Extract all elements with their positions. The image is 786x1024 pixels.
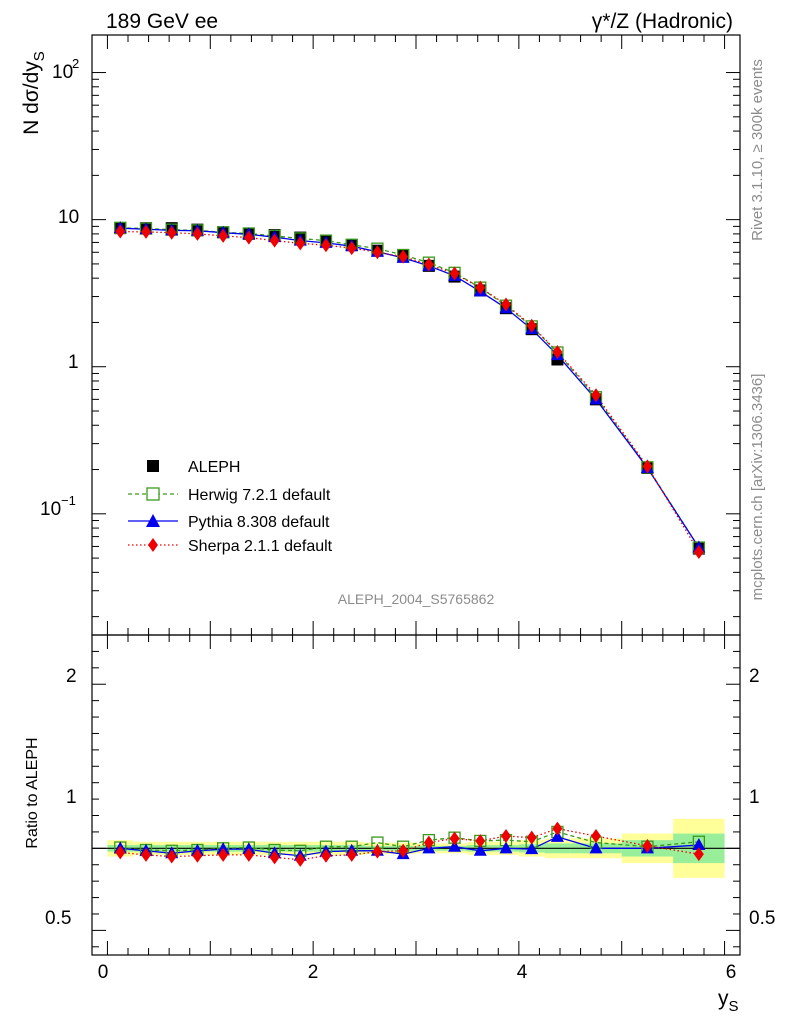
ratio-point-sherpa: [372, 844, 383, 859]
x-tick-label-6: 6: [726, 962, 737, 983]
ratio-point-sherpa: [141, 847, 151, 862]
y-tick-label-0.1-exponent: −1: [61, 493, 76, 508]
ratio-plot-frame: [91, 634, 741, 956]
svg-text:N dσ/dyS: N dσ/dyS: [20, 51, 48, 135]
main-y-axis-label-subscript: S: [31, 51, 48, 61]
ratio-point-sherpa: [398, 843, 409, 858]
header-left-title: 189 GeV ee: [106, 10, 218, 33]
ratio-y-axis-label: Ratio to ALEPH: [24, 737, 41, 848]
main-point-sherpa: [166, 225, 177, 240]
main-point-sherpa: [501, 297, 511, 312]
main-point-sherpa: [423, 257, 434, 272]
x-tick-label-4: 4: [517, 962, 528, 983]
main-point-sherpa: [372, 245, 383, 260]
ratio-point-sherpa: [218, 847, 229, 862]
main-y-axis-label: N dσ/dyS: [20, 51, 48, 135]
ratio-point-sherpa: [243, 847, 254, 862]
main-point-sherpa: [346, 241, 357, 256]
ratio-point-sherpa: [591, 829, 601, 844]
ratio-point-sherpa: [642, 838, 653, 853]
ratio-point-pythia: [525, 842, 539, 855]
main-point-sherpa: [192, 226, 203, 241]
legend-marker-herwig: [146, 487, 160, 501]
mcplots-label: mcplots.cern.ch [arXiv:1306.3436]: [749, 374, 766, 601]
ratio-point-sherpa: [346, 847, 357, 862]
legend-marker-sherpa: [148, 538, 158, 552]
main-point-sherpa: [552, 344, 563, 359]
legend-label-pythia: Pythia 8.308 default: [188, 514, 330, 531]
ratio-point-sherpa: [693, 847, 704, 862]
y-tick-label-0.1-base: 10: [40, 499, 61, 520]
x-axis-label-subscript: S: [729, 998, 739, 1015]
ratio-point-pythia: [499, 841, 513, 854]
main-point-sherpa: [526, 318, 537, 333]
axis-ticks: [92, 35, 740, 955]
ratio-point-pythia: [448, 839, 462, 852]
main-point-sherpa: [449, 266, 460, 281]
legend-marker-pythia: [146, 514, 160, 527]
ratio-y-tick-label-2: 2: [66, 666, 77, 687]
legend: ALEPH Herwig 7.2.1 default Pythia 8.308 …: [128, 459, 333, 555]
header-right-title: γ*/Z (Hadronic): [592, 10, 733, 33]
ratio-point-sherpa: [166, 849, 177, 864]
ratio-point-sherpa: [423, 835, 434, 850]
ratio-point-pythia: [473, 843, 487, 856]
ratio-point-sherpa: [449, 831, 460, 846]
ratio-y-tick-label-2-right: 2: [749, 666, 760, 687]
main-point-sherpa: [295, 236, 306, 251]
main-point-sherpa: [321, 238, 331, 253]
ratio-point-sherpa: [321, 848, 331, 863]
ratio-y-tick-label-1-right: 1: [749, 787, 760, 808]
ratio-point-sherpa: [269, 850, 280, 865]
main-point-sherpa: [475, 280, 486, 295]
x-tick-label-0: 0: [98, 962, 109, 983]
main-point-sherpa: [218, 228, 229, 243]
ratio-y-tick-label-0.5-right: 0.5: [749, 908, 775, 929]
ratio-line-sherpa: [120, 827, 699, 861]
y-tick-label-1: 1: [68, 352, 79, 373]
main-point-sherpa: [269, 233, 280, 248]
ratio-line-herwig: [120, 831, 699, 852]
ratio-point-pythia: [589, 841, 603, 854]
main-point-sherpa: [115, 224, 126, 239]
ratio-point-pythia: [550, 829, 564, 842]
y-tick-label-10: 10: [58, 207, 79, 228]
main-point-sherpa: [243, 230, 254, 245]
main-point-sherpa: [693, 545, 704, 560]
main-line-sherpa: [120, 230, 700, 553]
ratio-point-sherpa: [552, 821, 563, 836]
ratio-point-sherpa: [501, 829, 511, 844]
analysis-watermark: ALEPH_2004_S5765862: [338, 591, 495, 607]
ratio-y-tick-label-1: 1: [66, 787, 77, 808]
ratio-point-sherpa: [475, 833, 486, 848]
main-plot-series: [113, 221, 706, 560]
ratio-point-sherpa: [526, 830, 537, 845]
ratio-plot-series: [113, 821, 706, 867]
y-tick-label-100-base: 10: [52, 62, 73, 83]
ratio-point-sherpa: [192, 848, 203, 863]
x-tick-label-2: 2: [308, 962, 319, 983]
legend-label-herwig: Herwig 7.2.1 default: [188, 487, 331, 504]
ratio-point-pythia: [692, 838, 706, 851]
main-point-sherpa: [398, 249, 409, 264]
y-tick-label-100-exponent: 2: [72, 56, 79, 71]
legend-marker-aleph: [147, 460, 159, 472]
x-axis-label: yS: [718, 987, 739, 1015]
ratio-point-sherpa: [115, 845, 126, 860]
ratio-y-tick-label-0.5: 0.5: [45, 908, 71, 929]
main-y-axis-label-text: N dσ/dy: [20, 61, 43, 135]
main-point-sherpa: [642, 459, 653, 474]
legend-label-aleph: ALEPH: [188, 459, 240, 476]
ratio-point-sherpa: [295, 852, 306, 867]
main-point-sherpa: [591, 388, 601, 403]
legend-label-sherpa: Sherpa 2.1.1 default: [188, 538, 333, 555]
x-axis-label-text: y: [718, 987, 729, 1010]
rivet-version-label: Rivet 3.1.10, ≥ 300k events: [749, 59, 766, 241]
main-point-sherpa: [141, 224, 151, 239]
